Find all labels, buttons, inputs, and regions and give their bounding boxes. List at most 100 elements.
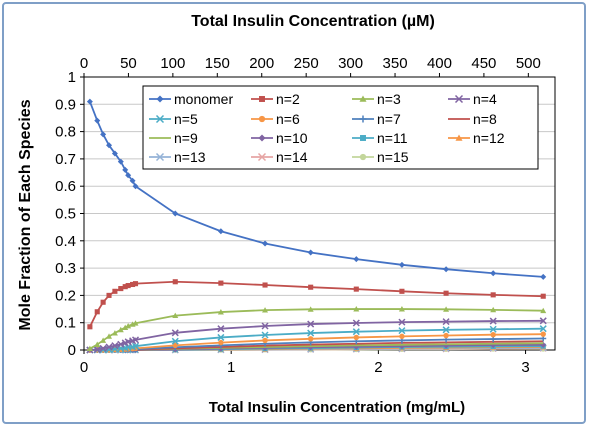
x-tick-label: 0 [80,359,88,376]
data-point [443,306,450,312]
data-point [399,288,405,294]
data-point [131,342,140,350]
x2-tick-label: 250 [294,55,319,72]
y-tick-label: 0 [68,342,76,359]
data-point [262,337,268,344]
data-point [307,336,314,342]
y-tick-label: 0.7 [55,151,76,168]
data-point [307,249,314,256]
y-tick-label: 0.3 [55,260,76,277]
legend-item: n=10 [251,130,308,146]
data-point [398,318,406,326]
x2-tick-label: 50 [120,55,137,72]
legend-label: n=8 [473,111,497,127]
legend-item: n=9 [149,130,198,146]
x-axis-label: Total Insulin Concentration (mg/mL) [209,399,465,416]
data-point [111,150,118,157]
x2-axis-label: Total Insulin Concentration (µM) [191,13,435,30]
legend-label: n=12 [473,130,505,146]
legend-item: n=11 [352,130,408,146]
data-point [217,228,224,235]
legend-item: n=4 [448,91,497,107]
data-point [262,282,268,288]
data-point [106,333,113,339]
data-point [539,325,547,333]
data-point [106,142,113,149]
data-point [307,320,315,328]
data-point [257,152,267,162]
legend-item: n=3 [352,91,401,107]
data-point [261,331,269,339]
data-point [218,339,224,346]
data-point [259,96,265,102]
data-point [125,172,132,179]
data-point [94,309,100,315]
y-tick-label: 0.6 [55,178,76,195]
data-point [359,95,367,102]
y-tick-label: 0.5 [55,206,76,223]
data-point [132,320,139,326]
data-point [118,286,124,292]
legend-label: monomer [174,91,233,107]
data-point [117,326,124,333]
data-point [218,280,224,286]
data-point [258,115,266,123]
data-point [105,343,113,351]
legend-item: n=8 [448,111,497,127]
legend-label: n=9 [174,130,198,146]
data-point [111,342,119,350]
x2-tick-label: 300 [338,55,363,72]
data-point [132,183,139,190]
data-point [540,273,547,280]
x2-tick-label: 150 [205,55,230,72]
data-point [454,94,464,104]
data-point [258,134,266,142]
data-point [443,266,450,273]
data-point [443,290,449,296]
data-point [172,342,178,349]
data-point [540,293,546,299]
data-point [172,210,179,217]
data-point [262,240,269,247]
data-point [490,332,496,338]
y-axis-label: Mole Fraction of Each Species [17,99,34,330]
data-point [217,309,224,315]
data-point [86,345,93,352]
data-point [94,117,101,124]
legend-label: n=7 [377,111,401,127]
data-point [132,281,139,287]
x-axis-ticks: 0 1 2 3 [80,350,530,376]
data-point [490,306,497,313]
data-point [130,281,136,288]
data-point [117,158,124,165]
legend-label: n=10 [276,130,308,146]
legend-label: n=15 [377,149,409,165]
data-point [125,322,132,329]
data-point [540,331,546,337]
data-point [359,153,367,161]
data-point [94,341,101,347]
data-point [539,317,547,325]
data-point [122,284,128,290]
y-tick-label: 0.8 [55,124,76,141]
data-point [122,166,129,173]
data-point [99,344,107,352]
data-point [100,131,107,138]
data-point [399,333,405,340]
data-point [398,306,405,312]
data-point [93,345,101,353]
data-point [171,329,179,337]
y-tick-label: 0.4 [55,233,76,250]
data-point [125,283,131,289]
data-point [352,328,360,336]
data-point [360,135,366,141]
data-point [86,98,93,105]
y-tick-label: 0.2 [55,287,76,304]
data-point [490,270,497,277]
data-point [106,292,112,298]
legend-label: n=6 [276,111,300,127]
data-point [307,329,315,337]
data-point [443,332,449,339]
legend-item: n=5 [149,111,198,127]
x2-tick-label: 450 [471,55,496,72]
